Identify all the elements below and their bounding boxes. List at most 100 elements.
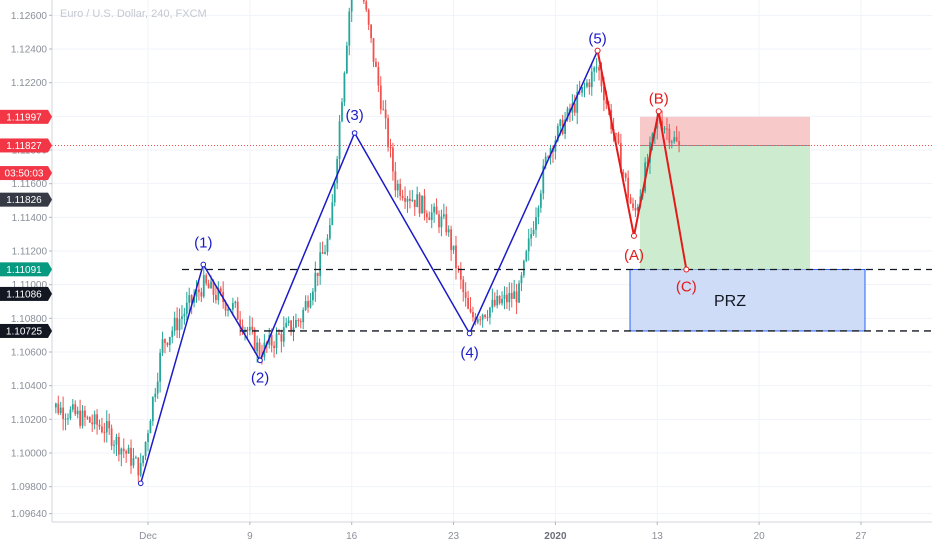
target-zone[interactable] (640, 145, 810, 270)
y-tick-label: 1.10800 (11, 314, 48, 325)
correction-wave-line[interactable] (596, 50, 688, 270)
candle-body (161, 339, 164, 353)
candle-body (624, 173, 627, 178)
candle-body (101, 426, 103, 433)
candle-body (290, 320, 292, 332)
candle-body (91, 422, 94, 425)
candle-body (207, 283, 210, 289)
wave-point[interactable] (594, 47, 601, 54)
position-tool[interactable] (52, 116, 932, 270)
candle-body (598, 67, 600, 71)
candle-body (513, 291, 516, 299)
wave-point[interactable] (200, 261, 207, 268)
wave-point[interactable] (257, 357, 263, 364)
candle-body (275, 333, 278, 348)
x-tick-label: 27 (855, 531, 867, 542)
candle-body (176, 317, 178, 331)
candle-body (457, 268, 460, 270)
candle-body (544, 156, 547, 166)
candle-body (496, 295, 499, 306)
candle-body (411, 199, 414, 201)
candle-body (530, 234, 533, 239)
candle-body (401, 195, 404, 198)
candle-body (336, 158, 339, 184)
candle-body (629, 197, 632, 204)
candle-body (573, 103, 576, 113)
wave-point[interactable] (630, 232, 637, 239)
candle-body (503, 294, 506, 299)
candle-body (76, 410, 79, 415)
candle-body (282, 327, 285, 342)
wave-point[interactable] (683, 266, 690, 273)
wave-point[interactable] (466, 330, 473, 337)
wave-point[interactable] (351, 130, 358, 136)
candle-body (493, 299, 496, 306)
candle-body (181, 316, 183, 320)
candle-body (445, 214, 448, 233)
candle-body (168, 337, 171, 345)
candle-body (171, 330, 174, 338)
elliott-wave-lines[interactable]: (1) (2) (3) (4) (5) (A) (B) (C) (137, 31, 697, 487)
wave-point[interactable] (137, 480, 144, 487)
candle-body (440, 216, 443, 228)
x-tick-label: 20 (754, 531, 766, 542)
candle-body (71, 404, 74, 410)
candles (54, 0, 680, 482)
candle-body (88, 417, 91, 423)
impulse-wave-line[interactable] (140, 50, 599, 484)
candle-body (447, 229, 450, 233)
wave-point[interactable] (655, 108, 662, 115)
price-tag-label: 1.11997 (6, 112, 42, 123)
time-axis[interactable]: Dec 9 16 23 2020 13 20 27 (52, 521, 932, 542)
candle-body (578, 91, 581, 93)
price-tag (0, 323, 48, 338)
candle-body (484, 314, 486, 317)
candle-body (559, 119, 562, 126)
candle-body (372, 38, 375, 62)
stop-zone[interactable] (640, 116, 810, 146)
candle-body (675, 137, 678, 142)
candle-body (137, 457, 140, 476)
candle-body (62, 407, 65, 419)
candle-body (556, 125, 559, 141)
wave-label-B: (B) (649, 90, 669, 107)
candle-body (253, 329, 256, 352)
wave-label-1: (1) (194, 234, 212, 251)
candle-body (273, 345, 275, 348)
candle-body (515, 291, 518, 303)
candle-body (418, 194, 421, 214)
candle-body (382, 109, 385, 111)
wave-label-3: (3) (345, 107, 363, 124)
prz-box[interactable] (629, 269, 866, 332)
price-tag (0, 262, 48, 277)
candle-body (212, 281, 215, 295)
price-tag-label: 03:50:03 (5, 169, 44, 180)
candle-body (452, 245, 455, 251)
candle-body (464, 292, 467, 298)
price-axis[interactable]: 1.126001.124001.122001.120001.118001.116… (11, 0, 53, 522)
candle-body (224, 302, 227, 311)
candle-body (527, 238, 530, 252)
candle-body (670, 141, 673, 143)
candle-body (256, 342, 259, 352)
candle-body (156, 381, 159, 394)
candle-body (239, 319, 242, 326)
price-tag-pointer (48, 286, 52, 301)
y-tick-label: 1.10200 (11, 415, 48, 426)
candle-body (280, 334, 283, 342)
candle-body (588, 82, 591, 88)
price-tags: 1.11997 1.11827 03:50:03 1.11826 1.11091 1.11… (0, 109, 52, 338)
candle-body (251, 326, 254, 330)
candle-body (234, 301, 237, 304)
candle-body (343, 73, 346, 103)
price-tag-pointer (48, 192, 52, 207)
prz-zone[interactable]: PRZ (629, 269, 866, 332)
candle-body (619, 143, 622, 173)
candle-body (425, 213, 428, 218)
candle-body (595, 67, 598, 69)
candle-body (270, 335, 273, 346)
candle-body (338, 121, 341, 159)
candle-body (416, 194, 419, 208)
candle-body (406, 198, 409, 202)
